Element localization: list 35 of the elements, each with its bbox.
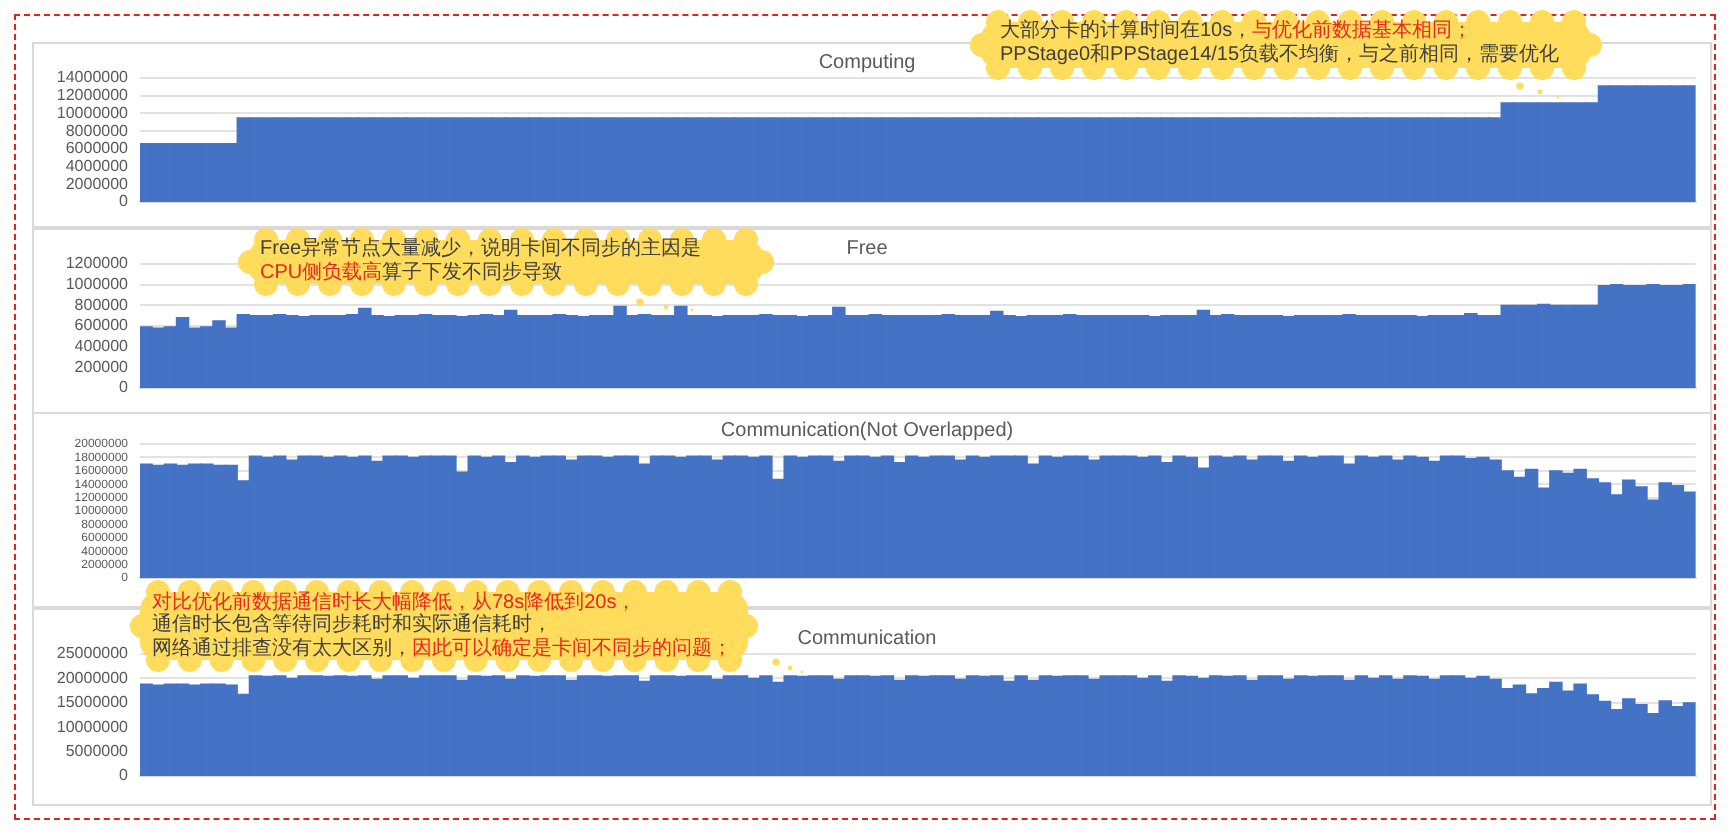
text: 通信时长包含等待同步耗时和实际通信耗时， xyxy=(152,614,552,636)
text: 对比优化前数据通信时长大幅降低，从78s降低到20s， xyxy=(152,591,637,613)
chart-title: Free xyxy=(846,237,889,260)
y-tick-label: 800000 xyxy=(74,295,130,314)
y-tick-label: 15000000 xyxy=(56,693,130,712)
y-tick-label: 400000 xyxy=(74,337,130,356)
y-tick-label: 20000000 xyxy=(56,668,130,687)
y-tick-label: 600000 xyxy=(74,316,130,335)
text: 与优化前数据基本相同； xyxy=(1252,20,1473,42)
annotation: 网络通过排查没有太大区别， xyxy=(152,637,412,659)
y-tick-label: 2000000 xyxy=(65,174,130,193)
text: PPStage0和PPStage14/15负载不均衡，与之前相同，需要优化 xyxy=(1000,43,1560,65)
y-tick-label: 0 xyxy=(119,766,130,785)
y-tick-label: 25000000 xyxy=(56,644,130,663)
y-tick-label: 14000000 xyxy=(56,68,130,87)
y-tick-label: 1200000 xyxy=(65,254,130,273)
y-tick-label: 1000000 xyxy=(65,275,130,294)
text: 大部分卡的计算时间在10s， xyxy=(1000,20,1253,42)
y-tick-label: 200000 xyxy=(74,357,130,376)
chart-title: Communication(Not Overlapped) xyxy=(720,419,1014,442)
y-tick-label: 12000000 xyxy=(56,86,130,105)
y-tick-label: 0 xyxy=(119,192,130,211)
annotation: CPU侧负载高 xyxy=(260,261,383,283)
y-tick-label: 6000000 xyxy=(65,139,130,158)
annotation: 算子下发不同步导致 xyxy=(382,261,563,283)
annotation: 因此可以确定是卡间不同步的问题； xyxy=(412,637,732,659)
y-tick-label: 5000000 xyxy=(65,742,130,761)
y-tick-label: 0 xyxy=(119,378,130,397)
text: Free异常节点大量减少，说明卡间不同步的主因是 xyxy=(260,237,702,259)
chart-title: Communication xyxy=(797,627,937,650)
y-tick-label: 10000000 xyxy=(56,103,130,122)
y-tick-label: 10000000 xyxy=(56,717,130,736)
y-tick-label: 4000000 xyxy=(65,156,130,175)
chart-title: Computing xyxy=(818,51,916,74)
y-tick-label: 8000000 xyxy=(65,121,130,140)
